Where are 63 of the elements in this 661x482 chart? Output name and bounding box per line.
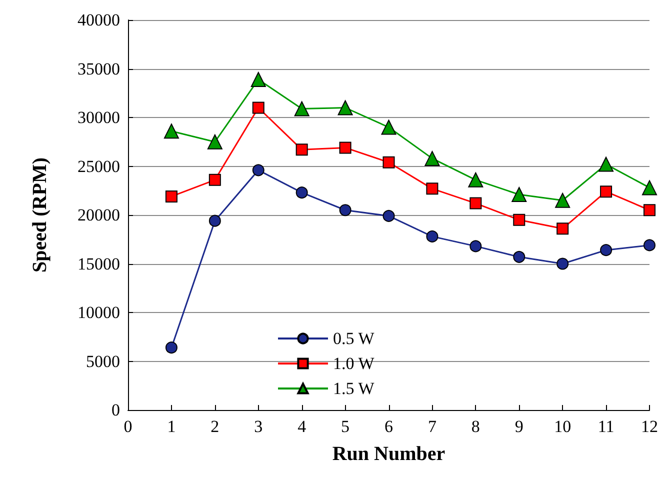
point	[382, 210, 395, 222]
x-tick-label: 12	[641, 417, 658, 436]
y-tick-label: 20000	[78, 206, 120, 224]
point	[644, 204, 656, 216]
point	[600, 186, 612, 198]
point	[598, 156, 614, 172]
point	[252, 102, 264, 114]
point	[513, 250, 526, 263]
point	[600, 244, 612, 256]
y-tick-label: 10000	[78, 303, 120, 322]
point	[381, 120, 396, 135]
y-axis-title: Speed (RPM)	[29, 158, 51, 272]
x-tick-label: 2	[210, 417, 220, 436]
legend-label: 0.5 W	[333, 329, 376, 348]
x-tick-label: 7	[428, 417, 437, 436]
point	[556, 222, 569, 235]
x-axis-title: Run Number	[332, 443, 446, 465]
point	[470, 197, 482, 210]
point	[250, 72, 266, 87]
point	[513, 214, 526, 226]
point	[338, 100, 353, 116]
point	[207, 134, 222, 150]
point	[382, 156, 395, 168]
point	[556, 258, 569, 270]
y-tick-label: 15000	[78, 254, 120, 274]
point	[426, 230, 438, 242]
y-tick-label: 35000	[78, 59, 120, 78]
legend-label: 1.5 W	[333, 379, 376, 398]
legend-label: 1.0 W	[333, 354, 376, 373]
point	[296, 186, 308, 199]
x-tick-label: 3	[254, 417, 263, 436]
y-tick-label: 30000	[78, 108, 120, 127]
point	[426, 182, 438, 195]
x-tick-label: 10	[554, 417, 572, 436]
point	[164, 124, 179, 139]
point	[470, 240, 482, 252]
point	[512, 187, 527, 202]
point	[208, 174, 221, 186]
x-tick-label: 1	[167, 417, 176, 436]
point	[165, 190, 178, 202]
y-tick-label: 25000	[78, 156, 120, 176]
y-tick-label: 5000	[86, 352, 120, 371]
x-tick-label: 8	[471, 417, 480, 436]
point	[424, 150, 440, 166]
x-tick-label: 0	[124, 417, 132, 436]
x-tick-label: 5	[341, 417, 350, 436]
point	[252, 164, 264, 176]
point	[339, 142, 352, 154]
x-tick-label: 4	[298, 417, 307, 436]
point	[296, 144, 308, 156]
y-tick-label: 0	[112, 400, 120, 420]
x-tick-label: 6	[384, 417, 393, 436]
point	[555, 192, 570, 208]
point	[644, 239, 656, 252]
y-tick-label: 40000	[78, 10, 120, 30]
x-tick-label: 11	[598, 417, 614, 436]
point	[165, 342, 178, 354]
point	[294, 101, 310, 116]
point	[208, 214, 221, 227]
point	[642, 180, 657, 196]
point	[468, 172, 484, 188]
point	[339, 204, 352, 216]
x-tick-label: 9	[514, 417, 524, 436]
